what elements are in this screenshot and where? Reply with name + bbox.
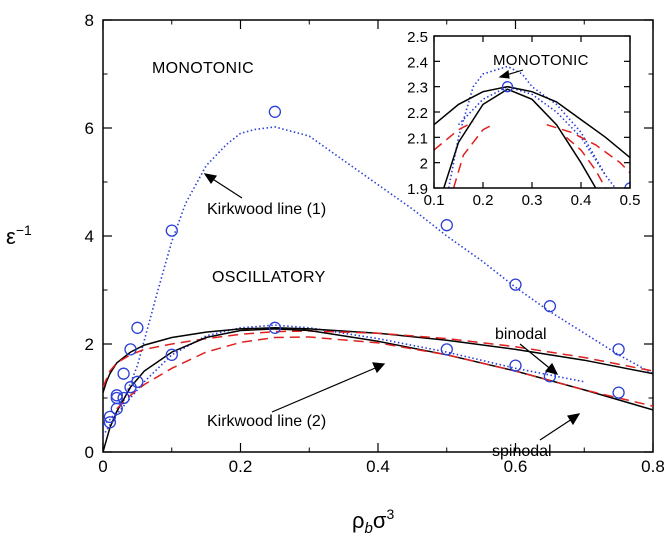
inset-x-tick-label: 0.5	[620, 192, 641, 209]
data-point	[117, 367, 130, 380]
annotation-arrows	[203, 173, 581, 441]
main-plot: 0 0.2 0.4 0.6 0.8 0 2 4 6 8 MONOTONIC OSCILLATOR…	[6, 11, 665, 535]
x-tick-label: 0.2	[229, 457, 253, 476]
arrowhead-kirkwood-1	[203, 173, 218, 185]
y-tick-label: 0	[85, 443, 94, 462]
data-point	[440, 219, 453, 232]
x-tick-label: 0.6	[504, 457, 528, 476]
inset-series-group	[434, 65, 630, 188]
series-spinodal-dashed	[116, 336, 653, 410]
inset-series-binodal-dashed-right	[546, 123, 630, 174]
x-tick-label: 0.8	[641, 457, 665, 476]
data-point	[268, 105, 282, 118]
arrowhead-kirkwood-2	[372, 362, 386, 374]
inset-y-tick-label: 2.5	[407, 29, 428, 46]
inset-y-tick-label: 2.2	[407, 105, 428, 122]
data-point	[110, 389, 123, 402]
arrowhead-spinodal	[567, 413, 581, 426]
y-tick-label: 6	[85, 119, 94, 138]
arrow-spinodal	[539, 416, 576, 441]
series-binodal-dashed	[103, 330, 653, 388]
inset-region-label-monotonic: MONOTONIC	[493, 52, 589, 69]
inset-x-tick-label: 0.2	[473, 192, 494, 209]
data-point	[509, 359, 522, 372]
inset-y-ticks: 1.9 2 2.1 2.2 2.3 2.4 2.5	[407, 29, 630, 198]
x-tick-label: 0.4	[366, 457, 390, 476]
arrow-binodal	[519, 343, 554, 372]
main-y-ticks: 0 2 4 6 8	[85, 11, 653, 462]
data-point	[440, 343, 453, 356]
series-spinodal	[103, 328, 653, 452]
arrow-kirkwood-2	[271, 365, 381, 413]
main-x-ticks: 0 0.2 0.4 0.6 0.8	[98, 20, 665, 476]
inset-series-spinodal-dashed-right	[565, 136, 607, 188]
data-point	[131, 375, 144, 388]
inset-x-tick-label: 0.3	[522, 192, 543, 209]
region-label-oscillatory: OSCILLATORY	[212, 269, 326, 286]
arrowhead-binodal	[544, 362, 559, 375]
inset-y-tick-label: 1.9	[407, 181, 428, 198]
y-tick-label: 8	[85, 11, 94, 30]
series-kirkwood-line-2	[103, 324, 585, 437]
inset-y-tick-label: 2	[420, 156, 428, 173]
y-tick-label: 2	[85, 335, 94, 354]
inset-series-binodal-outer	[434, 85, 630, 159]
inset-plot: 0.1 0.2 0.3 0.4 0.5 1.9 2 2.1 2.2 2.3 2.4 2.5 MONO…	[407, 29, 640, 209]
data-point	[131, 321, 144, 334]
data-point	[612, 386, 625, 399]
inset-y-tick-label: 2.4	[407, 54, 428, 71]
inset-x-tick-label: 0.4	[571, 192, 592, 209]
series-binodal	[103, 327, 653, 393]
data-point	[165, 224, 178, 237]
inset-y-tick-label: 2.1	[407, 130, 428, 147]
data-point	[543, 300, 557, 313]
data-point	[103, 416, 117, 429]
inset-arrowhead	[498, 70, 510, 79]
data-point	[103, 410, 117, 424]
series-group	[103, 105, 653, 452]
inset-data-point	[501, 81, 514, 93]
main-plot-marks	[103, 105, 653, 452]
region-label-monotonic: MONOTONIC	[152, 60, 254, 77]
annotation-binodal: binodal	[495, 326, 547, 343]
data-point	[124, 343, 137, 356]
annotation-kirkwood-2: Kirkwood line (2)	[207, 413, 326, 430]
data-point	[612, 343, 625, 356]
inset-plot-marks	[434, 65, 630, 188]
data-point	[268, 321, 282, 334]
data-point	[509, 278, 522, 291]
inset-x-ticks: 0.1 0.2 0.3 0.4 0.5	[424, 36, 641, 209]
data-point	[110, 391, 123, 405]
data-point	[165, 348, 178, 361]
inset-arrow	[498, 69, 524, 79]
x-tick-label: 0	[98, 457, 107, 476]
annotation-spinodal: spinodal	[492, 443, 552, 460]
annotation-kirkwood-1: Kirkwood line (1)	[207, 201, 326, 218]
y-axis-label: ε−1	[6, 222, 32, 249]
inset-x-tick-label: 0.1	[424, 192, 445, 209]
x-axis-label: ρbσ3	[352, 506, 394, 535]
inset-y-tick-label: 2.3	[407, 80, 428, 97]
inset-series-spinodal-dashed	[452, 124, 494, 188]
inset-series-spinodal-inner	[443, 88, 597, 188]
data-point	[117, 391, 130, 405]
y-tick-label: 4	[85, 227, 94, 246]
